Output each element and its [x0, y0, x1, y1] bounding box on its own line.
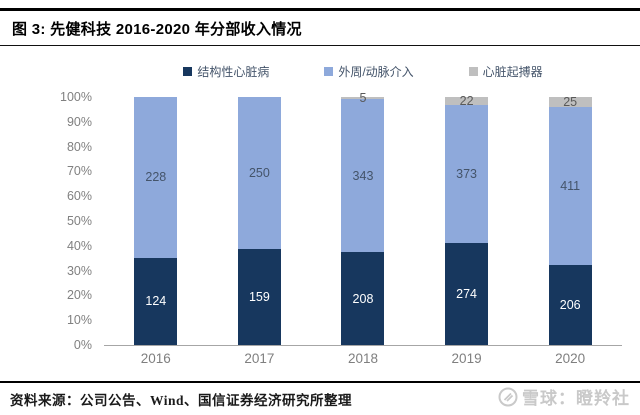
- y-tick-70: 70%: [66, 164, 92, 179]
- legend-item-structural-heart-disease: 结构性心脏病: [183, 63, 269, 80]
- bar-segment-pacemaker-2019: 22: [445, 93, 489, 108]
- y-tick-60: 60%: [66, 188, 92, 203]
- bar-segment-peripheral-artery-intervention-2016: 228: [134, 97, 178, 258]
- bar-segment-structural-heart-disease-2018: 208: [341, 252, 385, 345]
- xueqiu-logo-icon: [498, 387, 518, 406]
- legend-item-peripheral-artery-intervention: 外周/动脉介入: [324, 63, 414, 80]
- value-label-pacemaker-2020: 25: [563, 94, 578, 109]
- source-note: 资料来源：公司公告、Wind、国信证券经济研究所整理: [10, 392, 353, 408]
- value-label-structural-heart-disease-2020: 206: [559, 297, 581, 312]
- bar-segment-structural-heart-disease-2016: 124: [134, 257, 178, 345]
- x-label-2020: 2020: [555, 351, 586, 366]
- bar-2016: 228 124: [134, 97, 178, 345]
- bar-2017: 250 159: [237, 97, 281, 345]
- y-tick-30: 30%: [66, 263, 92, 278]
- legend-swatch-peripheral-artery-intervention: [324, 67, 334, 76]
- figure-title: 图 3: 先健科技 2016-2020 年分部收入情况: [12, 21, 302, 38]
- bar-segment-peripheral-artery-intervention-2019: 373: [445, 105, 489, 244]
- value-label-structural-heart-disease-2017: 159: [248, 289, 270, 304]
- legend-item-pacemaker: 心脏起搏器: [468, 63, 543, 80]
- value-label-peripheral-artery-intervention-2017: 250: [248, 165, 270, 180]
- value-label-structural-heart-disease-2018: 208: [352, 291, 374, 306]
- x-label-2017: 2017: [244, 351, 275, 366]
- x-axis: 2016 2017 2018 2019 2020: [104, 351, 622, 366]
- value-label-peripheral-artery-intervention-2020: 411: [560, 178, 581, 193]
- legend-label-structural-heart-disease: 结构性心脏病: [197, 65, 270, 79]
- value-label-pacemaker-2018: 5: [359, 90, 367, 105]
- bar-2018: 5 343 208: [341, 92, 385, 345]
- chart-legend: 结构性心脏病 外周/动脉介入 心脏起搏器: [104, 63, 622, 80]
- x-label-2019: 2019: [451, 351, 482, 366]
- watermark: 雪球：瞪羚社: [498, 384, 630, 409]
- bar-segment-structural-heart-disease-2019: 274: [445, 243, 489, 345]
- value-label-peripheral-artery-intervention-2016: 228: [145, 170, 167, 185]
- bar-segment-structural-heart-disease-2017: 159: [237, 248, 281, 345]
- y-tick-20: 20%: [66, 288, 92, 303]
- y-tick-80: 80%: [66, 139, 92, 154]
- value-label-pacemaker-2019: 22: [459, 93, 474, 108]
- bar-segment-peripheral-artery-intervention-2017: 250: [237, 97, 281, 249]
- legend-label-pacemaker: 心脏起搏器: [482, 65, 543, 79]
- legend-swatch-structural-heart-disease: [183, 67, 193, 76]
- y-tick-100: 100%: [60, 89, 92, 104]
- bar-segment-structural-heart-disease-2020: 206: [548, 265, 592, 345]
- bar-segment-pacemaker-2020: 25: [548, 94, 592, 109]
- bar-segment-peripheral-artery-intervention-2018: 343: [341, 99, 385, 253]
- plot-area: 228 124 250 159 5 343 208 22 373 274 25 411 206: [104, 92, 622, 346]
- legend-label-peripheral-artery-intervention: 外周/动脉介入: [338, 65, 414, 79]
- y-tick-90: 90%: [66, 114, 92, 129]
- x-label-2018: 2018: [347, 351, 378, 366]
- value-label-peripheral-artery-intervention-2019: 373: [456, 167, 478, 182]
- stacked-bar-chart: 100% 90% 80% 70% 60% 50% 40% 30% 20% 10% 0% 228 124…: [0, 91, 640, 372]
- figure-footer: 资料来源：公司公告、Wind、国信证券经济研究所整理 雪球：瞪羚社: [0, 381, 640, 409]
- bar-segment-pacemaker-2018: 5: [341, 92, 385, 104]
- value-label-peripheral-artery-intervention-2018: 343: [352, 168, 374, 183]
- watermark-text: 雪球：瞪羚社: [522, 389, 630, 408]
- legend-swatch-pacemaker: [468, 67, 478, 76]
- bar-2020: 25 411 206: [548, 94, 592, 345]
- y-tick-10: 10%: [66, 312, 92, 327]
- bar-segment-peripheral-artery-intervention-2020: 411: [548, 106, 592, 266]
- bar-2019: 22 373 274: [445, 93, 489, 345]
- figure-header: 图 3: 先健科技 2016-2020 年分部收入情况: [0, 8, 640, 46]
- value-label-structural-heart-disease-2019: 274: [456, 286, 478, 301]
- y-axis: 100% 90% 80% 70% 60% 50% 40% 30% 20% 10% 0%: [0, 91, 92, 351]
- y-tick-50: 50%: [66, 213, 92, 228]
- y-tick-0: 0%: [73, 337, 92, 352]
- value-label-structural-heart-disease-2016: 124: [145, 294, 167, 309]
- x-label-2016: 2016: [140, 351, 171, 366]
- y-tick-40: 40%: [66, 238, 92, 253]
